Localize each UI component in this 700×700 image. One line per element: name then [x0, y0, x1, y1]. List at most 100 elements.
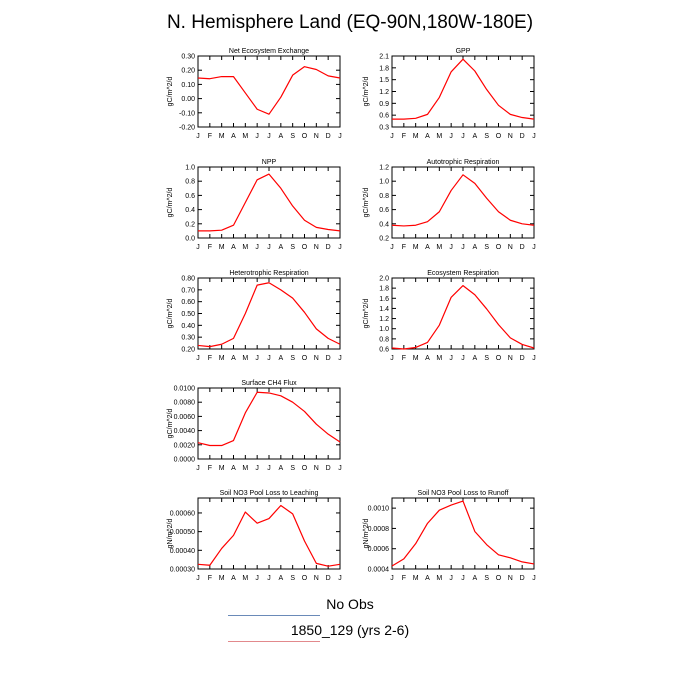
x-tick-label: D [326, 133, 331, 140]
y-tick-label: 0.6 [379, 207, 389, 214]
x-tick-label: S [484, 575, 489, 582]
y-tick-label: 0.4 [379, 221, 389, 228]
y-tick-label: 0.6 [379, 113, 389, 120]
x-tick-label: J [449, 133, 453, 140]
x-tick-label: A [425, 133, 430, 140]
y-tick-label: 0.20 [181, 68, 195, 75]
series-line-1 [198, 173, 341, 232]
x-tick-label: J [338, 575, 342, 582]
y-axis-label: gC/m^2/d [167, 188, 174, 218]
x-tick-label: F [402, 355, 406, 362]
x-tick-label: O [302, 465, 308, 472]
y-tick-label: 0.2 [379, 236, 389, 243]
x-tick-label: A [278, 355, 283, 362]
x-tick-label: A [231, 575, 236, 582]
series-line-1 [197, 391, 341, 447]
x-tick-label: J [338, 244, 342, 251]
x-tick-label: F [208, 133, 212, 140]
x-tick-label: J [461, 575, 465, 582]
x-tick-label: M [242, 575, 248, 582]
x-tick-label: J [255, 465, 259, 472]
x-tick-label: O [302, 133, 308, 140]
x-tick-label: M [413, 355, 419, 362]
y-tick-label: 1.4 [379, 306, 389, 313]
x-tick-label: J [196, 355, 200, 362]
y-tick-label: 0.00050 [170, 529, 195, 536]
plot-frame [197, 497, 341, 570]
series-line-1 [392, 58, 535, 120]
x-tick-label: N [314, 244, 319, 251]
y-tick-label: 0.10 [181, 82, 195, 89]
x-tick-label: S [290, 355, 295, 362]
legend-line-model [228, 641, 320, 642]
x-tick-label: M [436, 244, 442, 251]
y-tick-label: 0.4 [185, 207, 195, 214]
y-tick-label: 0.00040 [170, 548, 195, 555]
page-title: N. Hemisphere Land (EQ-90N,180W-180E) [166, 12, 534, 33]
x-tick-label: J [461, 244, 465, 251]
x-tick-label: J [196, 244, 200, 251]
x-tick-label: J [532, 244, 536, 251]
y-tick-label: 0.0004 [368, 567, 390, 574]
x-tick-label: S [290, 575, 295, 582]
x-tick-label: D [326, 244, 331, 251]
y-tick-label: 0.9 [379, 101, 389, 108]
x-tick-label: J [532, 133, 536, 140]
y-tick-label: 0.0100 [174, 386, 196, 393]
series-line-1 [197, 282, 341, 348]
y-tick-label: 0.0 [185, 236, 195, 243]
y-tick-label: 2.1 [379, 54, 389, 61]
y-tick-label: 0.0008 [368, 526, 390, 533]
x-tick-label: J [338, 133, 342, 140]
x-tick-label: J [338, 355, 342, 362]
panel-title: Soil NO3 Pool Loss to Runoff [418, 490, 509, 497]
x-tick-label: A [472, 355, 477, 362]
y-tick-label: 0.0020 [174, 442, 196, 449]
x-tick-label: N [508, 244, 513, 251]
y-tick-label: -0.10 [179, 110, 195, 117]
x-tick-label: J [196, 465, 200, 472]
series-line-1 [391, 174, 535, 227]
y-tick-label: 1.8 [379, 286, 389, 293]
y-tick-label: 0.30 [181, 54, 195, 61]
x-tick-label: J [390, 133, 394, 140]
x-tick-label: J [390, 575, 394, 582]
x-tick-label: A [231, 355, 236, 362]
series-line-1 [391, 285, 535, 350]
x-tick-label: J [449, 575, 453, 582]
x-tick-label: M [242, 355, 248, 362]
chart-panel-4: J F M A M J J A S O N D J1.21.00.80.60.40.2Autotroph… [363, 159, 536, 251]
x-tick-label: O [302, 575, 308, 582]
panel-title: Surface CH4 Flux [241, 380, 297, 387]
y-tick-label: 0.6 [185, 193, 195, 200]
x-tick-label: A [278, 465, 283, 472]
legend-line-obs [228, 615, 320, 616]
y-tick-label: 0.80 [181, 276, 195, 283]
x-tick-label: A [425, 244, 430, 251]
x-tick-label: D [326, 355, 331, 362]
y-tick-label: 0.00 [181, 96, 195, 103]
x-tick-label: A [278, 575, 283, 582]
x-tick-label: A [278, 244, 283, 251]
chart-panel-3: J F M A M J J A S O N D J1.00.80.60.40.20.0NPPgC/m^2… [167, 159, 342, 251]
x-tick-label: M [219, 244, 225, 251]
y-tick-label: 1.6 [379, 296, 389, 303]
x-tick-label: J [390, 244, 394, 251]
series-line-1 [197, 504, 341, 567]
y-tick-label: 1.0 [185, 165, 195, 172]
x-tick-label: N [508, 575, 513, 582]
x-tick-label: M [436, 355, 442, 362]
x-tick-label: F [208, 465, 212, 472]
x-tick-label: J [196, 575, 200, 582]
y-tick-label: 0.0010 [368, 506, 390, 513]
y-axis-label: gN/m^2/d [363, 519, 370, 549]
y-axis-label: gC/m^2/d [363, 188, 370, 218]
chart-panel-8: J F M A M J J A S O N D J0.000600.000500.000400.0003… [167, 490, 342, 582]
x-tick-label: S [290, 244, 295, 251]
panel-title: Net Ecosystem Exchange [229, 48, 309, 55]
y-axis-label: gC/m^2/d [363, 299, 370, 329]
legend-label-model: 1850_129 (yrs 2-6) [290, 622, 410, 638]
plot-frame [391, 166, 535, 239]
x-tick-label: F [402, 244, 406, 251]
